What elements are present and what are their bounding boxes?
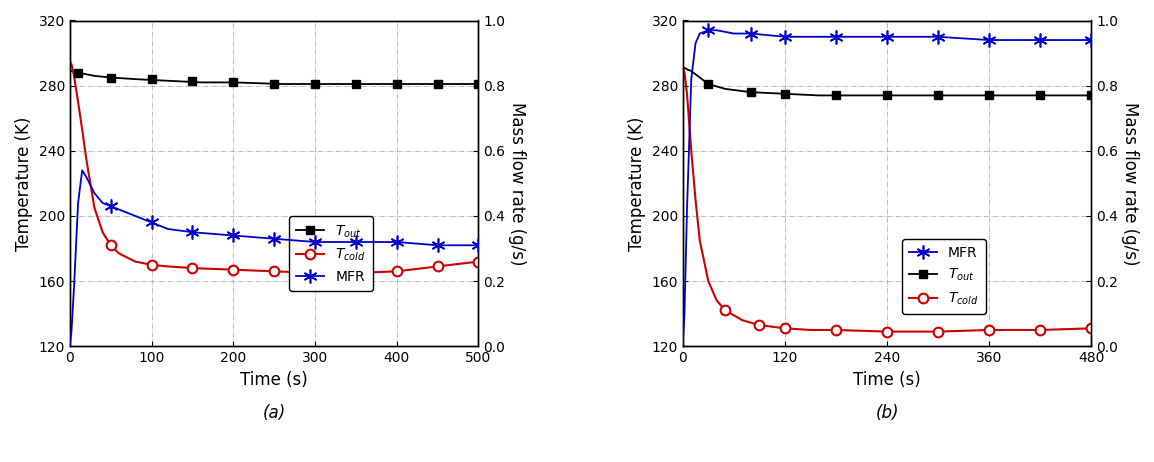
Legend: MFR, $T_{out}$, $T_{cold}$: MFR, $T_{out}$, $T_{cold}$ [902,239,986,314]
Text: (a): (a) [263,404,286,422]
Y-axis label: Mass flow rate (g/s): Mass flow rate (g/s) [508,102,526,265]
X-axis label: Time (s): Time (s) [853,371,921,389]
X-axis label: Time (s): Time (s) [240,371,308,389]
Text: (b): (b) [875,404,899,422]
Y-axis label: Temperature (K): Temperature (K) [628,116,646,250]
Y-axis label: Mass flow rate (g/s): Mass flow rate (g/s) [1121,102,1139,265]
Y-axis label: Temperature (K): Temperature (K) [15,116,33,250]
Legend: $T_{out}$, $T_{cold}$, MFR: $T_{out}$, $T_{cold}$, MFR [290,216,373,291]
